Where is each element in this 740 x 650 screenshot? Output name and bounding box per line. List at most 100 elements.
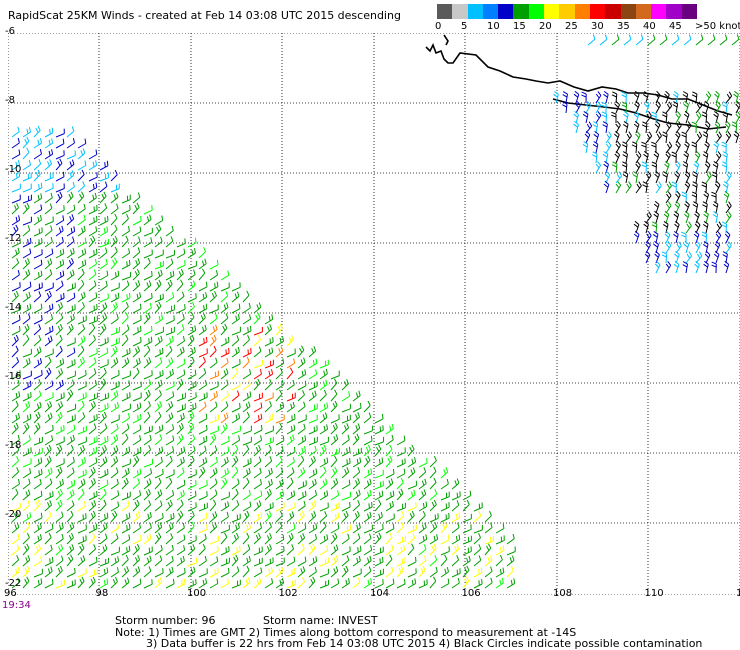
wind-barb (429, 555, 438, 567)
wind-barb (176, 260, 186, 270)
wind-barb (110, 523, 120, 534)
wind-barb (242, 348, 252, 358)
wind-barb (132, 315, 142, 325)
wind-barb (11, 334, 19, 347)
wind-barb (77, 357, 85, 369)
wind-barb (77, 436, 87, 446)
wind-barb (691, 191, 698, 204)
wind-barb (352, 412, 361, 424)
wind-barb (99, 191, 107, 204)
wind-barb (653, 210, 659, 224)
wind-barb (286, 367, 294, 380)
wind-barb (22, 401, 31, 413)
wind-barb (99, 313, 108, 325)
wind-barb (665, 141, 673, 154)
wind-barb (143, 425, 153, 435)
wind-barb (363, 555, 372, 567)
wind-barb (11, 555, 20, 567)
wind-barb (297, 446, 306, 457)
wind-barb (66, 337, 76, 347)
wind-barb (11, 238, 21, 248)
wind-barb (674, 170, 681, 184)
wind-barb (484, 555, 493, 567)
latitude-label: -22 (5, 578, 22, 589)
wind-barb (55, 544, 64, 556)
wind-barb (22, 489, 31, 501)
wind-barb (253, 533, 261, 545)
wind-barb (562, 101, 568, 114)
wind-barb (220, 347, 230, 358)
wind-barb (143, 511, 152, 523)
wind-barb (132, 490, 142, 501)
wind-barb (121, 467, 130, 479)
wind-barb (99, 359, 109, 369)
wind-barb (209, 578, 219, 589)
wind-barb (209, 259, 219, 270)
wind-barb (77, 425, 87, 435)
wind-barb (593, 131, 600, 144)
wind-barb (11, 215, 21, 226)
wind-barb (198, 392, 208, 402)
wind-barb (88, 490, 98, 501)
wind-barb (110, 381, 120, 391)
wind-barb (22, 422, 30, 435)
wind-barb (319, 402, 329, 413)
wind-barb (220, 511, 229, 523)
wind-barb (198, 281, 208, 292)
wind-barb (418, 458, 428, 468)
wind-barb (242, 401, 251, 413)
longitude-label: 104 (370, 588, 390, 599)
wind-barb (33, 478, 42, 490)
wind-barb (176, 456, 185, 468)
wind-barb (692, 171, 698, 184)
wind-barb (374, 524, 384, 534)
wind-barb (121, 205, 131, 215)
wind-barb (374, 579, 384, 589)
wind-barb (55, 392, 65, 402)
wind-barb (66, 379, 75, 391)
wind-barb (703, 191, 710, 204)
wind-barb (33, 422, 41, 435)
wind-barb (22, 576, 30, 589)
wind-barb (66, 347, 76, 358)
wind-barb (374, 436, 385, 446)
wind-barb (341, 501, 351, 512)
wind-barb (176, 510, 184, 523)
wind-barb (88, 466, 96, 479)
wind-barb (143, 478, 152, 490)
wind-barb (66, 214, 75, 226)
wind-barb (44, 510, 52, 523)
wind-barb (330, 555, 339, 567)
storm-name: Storm name: INVEST (263, 614, 378, 627)
wind-barb (330, 434, 339, 446)
wind-barb (132, 424, 142, 435)
wind-barb (99, 378, 107, 391)
wind-barb (209, 414, 219, 424)
wind-barb (683, 151, 689, 164)
wind-barb (642, 181, 648, 194)
wind-barb (242, 356, 250, 369)
wind-barb (198, 356, 206, 369)
wind-barb (154, 424, 164, 435)
wind-barb (242, 425, 252, 435)
wind-barb (121, 446, 131, 457)
wind-barb (602, 121, 608, 134)
wind-barb (385, 554, 393, 567)
wind-barb (242, 436, 252, 446)
wind-barb (385, 566, 394, 578)
wind-barb (22, 478, 31, 490)
wind-barb (286, 544, 295, 556)
wind-barb (462, 535, 472, 545)
wind-barb (275, 534, 285, 545)
wind-barb (55, 499, 63, 512)
wind-barb (603, 180, 610, 194)
wind-barb (645, 231, 652, 244)
wind-barb (66, 236, 75, 248)
wind-barb (33, 370, 43, 380)
wind-barb (595, 100, 602, 114)
wind-barb (132, 555, 141, 567)
java-coastline (425, 34, 733, 130)
wind-barb (341, 414, 351, 424)
wind-barb (187, 566, 196, 578)
wind-barb (308, 511, 317, 523)
